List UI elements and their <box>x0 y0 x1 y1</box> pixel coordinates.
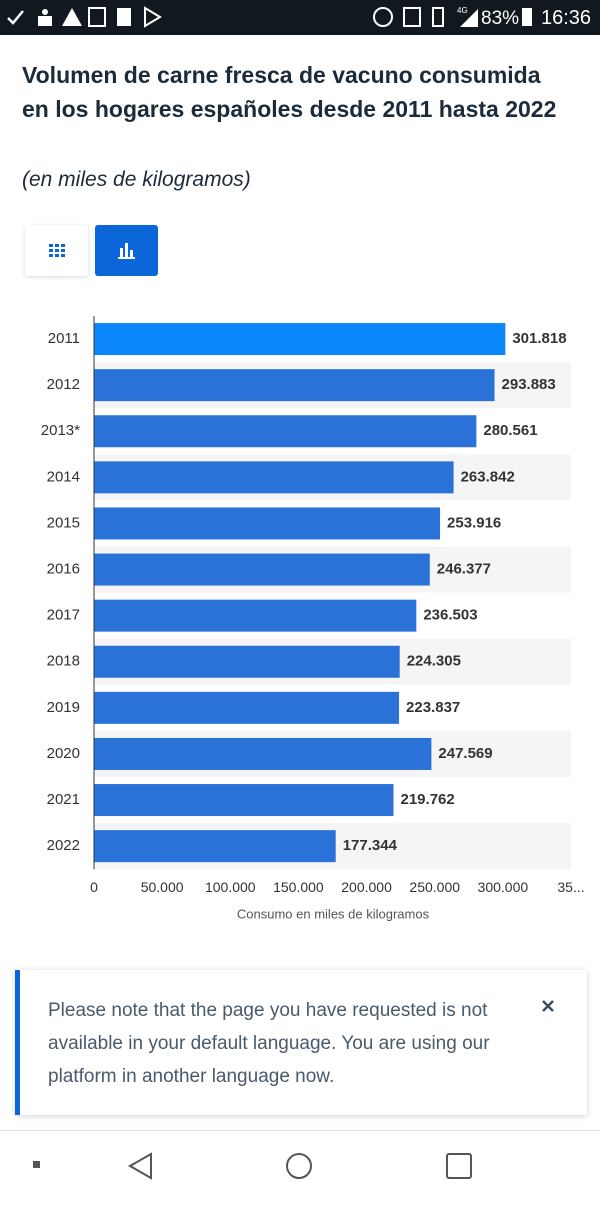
x-axis-title: Consumo en miles de kilogramos <box>237 906 430 921</box>
back-button[interactable] <box>127 1152 152 1180</box>
bar <box>94 737 432 770</box>
value-label: 280.561 <box>483 422 537 439</box>
y-tick-label: 2015 <box>47 514 80 531</box>
bar <box>94 507 441 540</box>
status-icons: 4G 83% 16:36 <box>7 6 591 29</box>
y-tick-label: 2022 <box>47 837 80 854</box>
bar <box>94 599 417 632</box>
y-tick-label: 2020 <box>47 745 80 762</box>
y-tick-label: 2016 <box>47 561 80 578</box>
menu-button[interactable] <box>33 1161 40 1168</box>
navigation-bar <box>0 1130 600 1201</box>
y-tick-label: 2017 <box>47 607 80 624</box>
y-tick-label: 2021 <box>47 791 80 808</box>
bar <box>94 645 400 678</box>
x-tick-label: 100.000 <box>205 879 256 895</box>
bar <box>94 369 495 402</box>
x-tick-label: 150.000 <box>273 879 324 895</box>
y-tick-label: 2012 <box>47 376 80 393</box>
bar <box>94 784 394 817</box>
value-label: 301.818 <box>512 330 566 347</box>
recents-button[interactable] <box>446 1153 472 1179</box>
grid-icon <box>49 244 65 257</box>
x-tick-label: 50.000 <box>141 879 184 895</box>
y-tick-label: 2018 <box>47 653 80 670</box>
notice-text: Please note that the page you have reque… <box>48 1000 490 1087</box>
clock: 16:36 <box>541 7 591 29</box>
close-button[interactable] <box>540 998 556 1014</box>
x-tick-label: 200.000 <box>341 879 392 895</box>
nav-icons <box>33 1152 472 1180</box>
x-tick-label: 250.000 <box>409 879 460 895</box>
value-label: 177.344 <box>343 837 398 854</box>
bar <box>94 830 336 863</box>
value-label: 263.842 <box>461 468 515 485</box>
status-bar: 4G 83% 16:36 <box>0 0 600 35</box>
y-tick-label: 2011 <box>48 330 80 347</box>
chart-view-button[interactable] <box>95 225 158 276</box>
chart-subtitle: (en miles de kilogramos) <box>22 168 251 191</box>
value-label: 253.916 <box>447 514 501 531</box>
value-label: 224.305 <box>407 653 461 670</box>
chart-title: Volumen de carne fresca de vacuno consum… <box>22 62 557 122</box>
bar <box>94 691 400 724</box>
home-button[interactable] <box>286 1153 312 1179</box>
value-label: 293.883 <box>502 376 556 393</box>
network-type: 4G <box>457 6 468 15</box>
value-label: 223.837 <box>406 699 460 716</box>
y-tick-label: 2013* <box>41 422 80 439</box>
x-tick-label: 0 <box>90 879 98 895</box>
bar <box>94 553 430 586</box>
value-label: 246.377 <box>437 561 491 578</box>
value-label: 219.762 <box>401 791 455 808</box>
bar <box>94 461 454 494</box>
y-tick-label: 2014 <box>47 468 80 485</box>
value-label: 236.503 <box>423 607 477 624</box>
y-tick-label: 2019 <box>47 699 80 716</box>
table-view-button[interactable] <box>25 225 88 276</box>
chart: Consumo en miles de kilogramos 0 50.000 10… <box>41 316 585 921</box>
value-label: 247.569 <box>438 745 492 762</box>
bar <box>94 415 477 448</box>
language-notice: Please note that the page you have reque… <box>15 970 587 1115</box>
bar <box>94 323 506 356</box>
battery-level: 83% <box>481 8 519 29</box>
x-tick-label: 300.000 <box>478 879 529 895</box>
bar-icon <box>118 243 135 259</box>
x-tick-label: 35... <box>557 879 584 895</box>
